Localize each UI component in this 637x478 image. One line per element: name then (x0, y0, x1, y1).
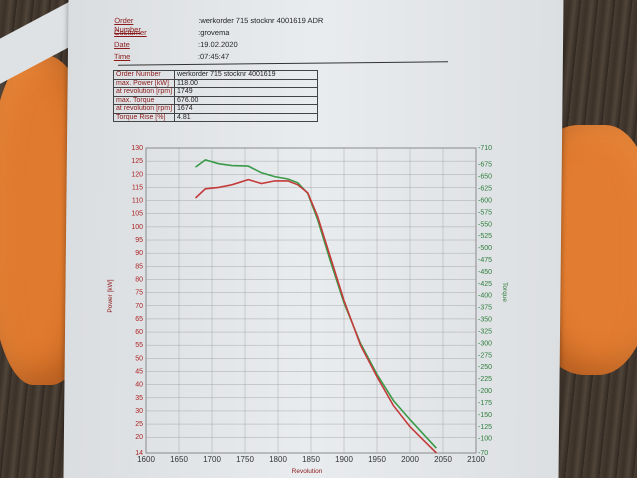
y-tick-label: 25 (135, 421, 143, 428)
x-tick-label: 2050 (434, 455, 452, 464)
y-tick-label: 35 (135, 395, 143, 402)
x-tick-label: 1650 (170, 455, 188, 464)
x-tick-label: 1850 (302, 455, 320, 464)
spec-key: Torque Rise [%] (112, 112, 176, 122)
y2-tick-label: -600 (478, 197, 492, 204)
y2-tick-label: -100 (478, 436, 492, 443)
x-tick-label: 1900 (335, 455, 353, 464)
y2-tick-label: -325 (478, 328, 492, 335)
y-tick-label: 125 (131, 158, 143, 165)
x-tick-label: 1950 (368, 455, 386, 464)
x-axis-label: Revolution (292, 468, 323, 475)
y-tick-label: 95 (135, 237, 143, 244)
y2-tick-label: -400 (478, 293, 492, 300)
y2-tick-label: -425 (478, 281, 492, 288)
y2-tick-label: -300 (478, 340, 492, 347)
y2-tick-label: -625 (478, 186, 492, 193)
y-tick-label: 105 (131, 211, 143, 218)
x-tick-label: 2000 (401, 455, 419, 464)
y2-tick-label: -350 (478, 317, 492, 324)
y-tick-label: 30 (135, 408, 143, 415)
spec-value: 4.81 (174, 112, 319, 122)
y2-tick-label: -175 (478, 400, 492, 407)
x-tick-label: 1800 (269, 455, 287, 464)
y2-tick-label: -150 (478, 412, 492, 419)
y-tick-label: 45 (135, 368, 143, 375)
y2-tick-label: -475 (478, 257, 492, 264)
y2-tick-label: -675 (478, 162, 492, 169)
y-tick-label: 75 (135, 290, 143, 297)
y-tick-label: 20 (135, 434, 143, 441)
x-tick-label: 1750 (236, 455, 254, 464)
y-tick-label: 55 (135, 342, 143, 349)
y2-tick-label: -500 (478, 245, 492, 252)
y-tick-label: 70 (135, 303, 143, 310)
x-axis-ticks: 1600 1650 1700 1750 1800 1850 1900 1950 2000 2050… (137, 455, 485, 464)
y-tick-label: 14 (135, 450, 143, 457)
y2-axis-label: Torque (501, 282, 508, 302)
y2-tick-label: -450 (478, 269, 492, 276)
y2-tick-label: -575 (478, 209, 492, 216)
right-axis-ticks: -710 -675 -650 -625 -600 -575 -550 -525 -500 -475… (478, 145, 492, 457)
x-tick-label: 1700 (203, 455, 221, 464)
y2-tick-label: -200 (478, 388, 492, 395)
y2-tick-label: -710 (478, 145, 492, 152)
y-tick-label: 40 (135, 382, 143, 389)
x-tick-label: 1600 (137, 455, 155, 464)
left-axis-ticks: 130 125 120 115 110 105 100 95 90 85 80 75 70 65 60 55 5… (131, 145, 143, 457)
y2-tick-label: -125 (478, 424, 492, 431)
y-tick-label: 60 (135, 329, 143, 336)
spec-table: Order Number werkorder 715 stocknr 400161… (112, 70, 319, 122)
y2-tick-label: -550 (478, 221, 492, 228)
table-row: Torque Rise [%] 4.81 (112, 112, 319, 122)
y-tick-label: 85 (135, 263, 143, 270)
x-tick-label: 2100 (467, 455, 485, 464)
torque-series-line (195, 159, 437, 449)
y2-tick-label: -525 (478, 233, 492, 240)
power-series-line (194, 178, 437, 454)
y2-tick-label: -375 (478, 305, 492, 312)
y-tick-label: 120 (131, 171, 143, 178)
y-tick-label: 50 (135, 355, 143, 362)
y2-tick-label: -275 (478, 352, 492, 359)
y-tick-label: 115 (132, 184, 143, 191)
chart-grid (145, 147, 477, 454)
y-tick-label: 130 (131, 145, 143, 152)
y2-tick-label: -250 (478, 364, 492, 371)
y2-tick-label: -650 (478, 174, 492, 181)
y-tick-label: 100 (131, 224, 143, 231)
y2-tick-label: -70 (478, 450, 488, 457)
y-tick-label: 90 (135, 250, 143, 257)
y-tick-label: 110 (132, 198, 143, 205)
y2-tick-label: -225 (478, 376, 492, 383)
y-axis-label: Power [kW] (107, 279, 114, 312)
y-tick-label: 80 (135, 276, 143, 283)
y-tick-label: 65 (135, 316, 143, 323)
